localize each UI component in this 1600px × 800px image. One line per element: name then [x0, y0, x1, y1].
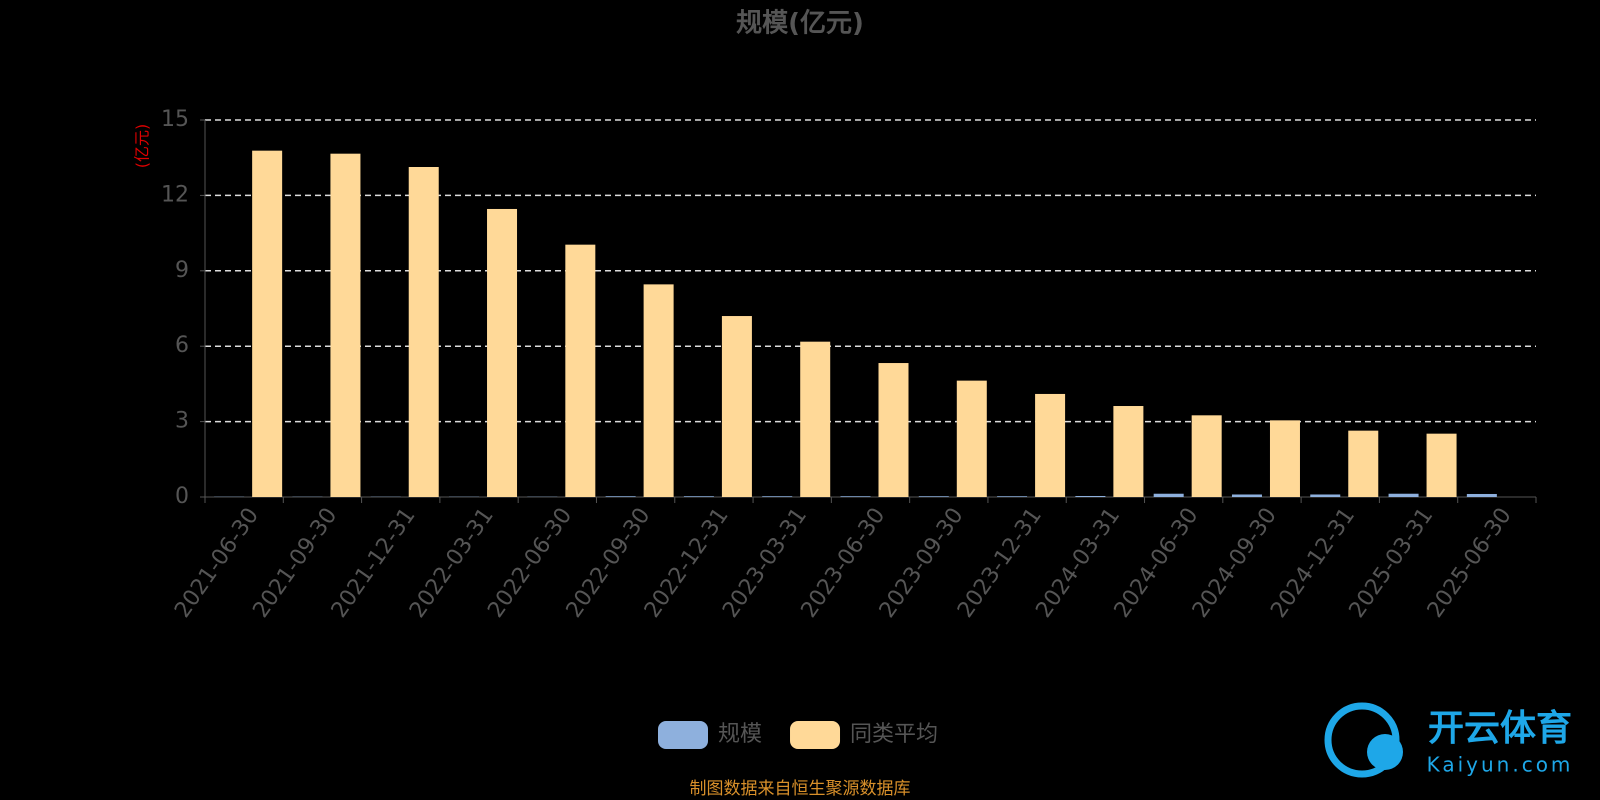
watermark-brand: 开云体育 — [1428, 708, 1572, 749]
x-tick-label: 2025-06-30 — [1423, 504, 1517, 623]
bar — [918, 496, 949, 497]
bar — [762, 496, 793, 497]
bar — [330, 153, 361, 498]
bar — [408, 166, 439, 497]
y-axis-label: (亿元) — [133, 124, 152, 169]
bar — [1153, 493, 1184, 497]
bar — [1231, 494, 1262, 497]
bar — [1075, 495, 1106, 497]
y-tick-label: 9 — [175, 258, 189, 283]
footer: 制图数据来自恒生聚源数据库 — [690, 779, 911, 799]
bar — [800, 341, 831, 497]
y-tick-label: 3 — [175, 409, 189, 434]
bar — [956, 380, 987, 497]
legend-swatch — [658, 721, 708, 749]
chart-title: 规模(亿元) — [736, 9, 864, 39]
bar — [1388, 493, 1419, 497]
y-tick-label: 0 — [175, 484, 189, 509]
bar — [1426, 433, 1457, 497]
bar — [605, 496, 636, 497]
bar — [487, 208, 518, 498]
bar — [997, 496, 1028, 497]
bar — [1310, 494, 1341, 497]
bar — [1035, 393, 1066, 497]
bar — [1466, 493, 1497, 497]
bar — [1191, 415, 1222, 497]
bar — [1348, 430, 1379, 497]
y-tick-label: 12 — [161, 182, 189, 207]
logo-ball — [1367, 734, 1403, 770]
bar — [565, 244, 596, 497]
bar — [252, 150, 283, 498]
legend-label: 同类平均 — [850, 722, 938, 747]
bar — [1269, 420, 1300, 497]
legend-swatch — [790, 721, 841, 749]
watermark-site: Kaiyun.com — [1427, 753, 1574, 777]
bar — [840, 496, 871, 497]
legend-label: 规模 — [718, 722, 762, 747]
bar — [721, 316, 752, 497]
y-tick-label: 6 — [175, 333, 189, 358]
bar — [878, 363, 909, 497]
bar — [643, 284, 674, 497]
y-tick-label: 15 — [161, 107, 189, 132]
bar — [1113, 406, 1144, 497]
bar — [683, 496, 714, 497]
